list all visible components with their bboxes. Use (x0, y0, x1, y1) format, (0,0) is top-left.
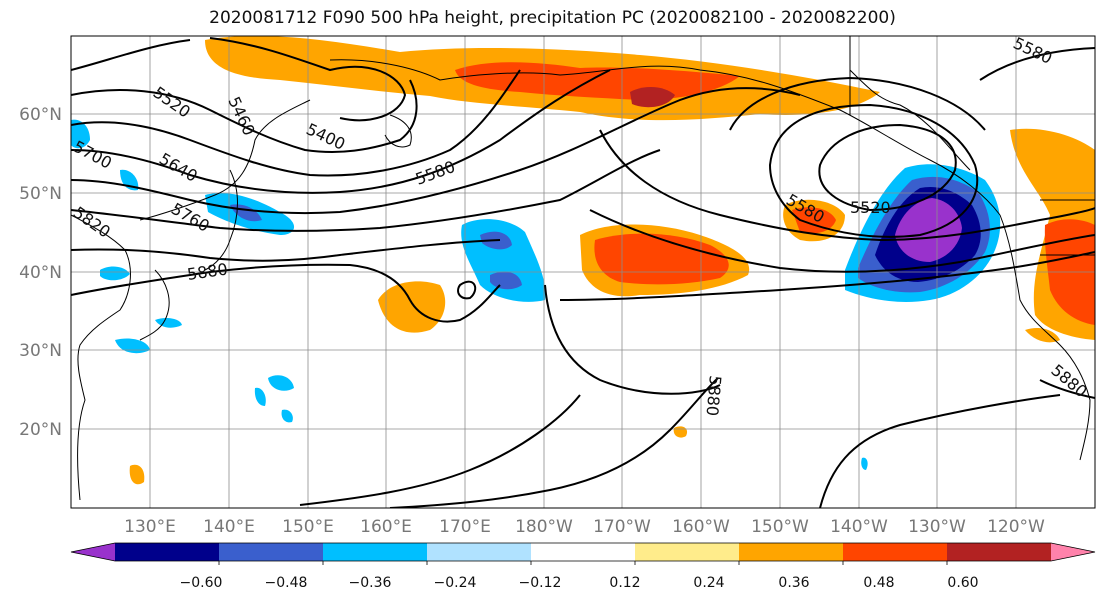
contour-label: 5520 (850, 198, 891, 217)
colorbar-label: −0.36 (349, 575, 392, 591)
colorbar-label: −0.12 (519, 575, 562, 591)
lon-labels: 130°E 140°E 150°E 160°E 170°E 180°W 170°… (124, 517, 1045, 537)
colorbar-label: 0.12 (609, 575, 640, 591)
colorbar-label: 0.60 (947, 575, 978, 591)
lon-label: 160°W (672, 517, 730, 537)
colorbar-label: 0.48 (863, 575, 894, 591)
lat-label: 60°N (19, 105, 62, 125)
colorbar-segment (947, 543, 1052, 561)
colorbar-extend-max (1051, 543, 1095, 561)
lon-label: 150°E (282, 517, 334, 537)
lon-label: 150°W (751, 517, 809, 537)
map-title: 2020081712 F090 500 hPa height, precipit… (209, 8, 896, 28)
colorbar-label: −0.24 (434, 575, 477, 591)
lat-label: 20°N (19, 420, 62, 440)
lat-label: 30°N (19, 341, 62, 361)
colorbar-label: −0.60 (180, 575, 223, 591)
lon-label: 180°W (515, 517, 573, 537)
colorbar-segment (115, 543, 220, 561)
colorbar-label: 0.36 (778, 575, 809, 591)
lon-label: 130°E (124, 517, 176, 537)
colorbar-segment (531, 543, 636, 561)
colorbar-extend-min (71, 543, 115, 561)
lon-label: 170°W (593, 517, 651, 537)
colorbar-label: 0.24 (693, 575, 724, 591)
colorbar-segment (635, 543, 740, 561)
colorbar-segment (323, 543, 428, 561)
colorbar-segment (219, 543, 324, 561)
lat-label: 40°N (19, 263, 62, 283)
lon-label: 140°E (203, 517, 255, 537)
colorbar-labels: −0.60 −0.48 −0.36 −0.24 −0.12 0.12 0.24 … (180, 575, 979, 591)
colorbar-segment (739, 543, 844, 561)
lon-label: 140°W (830, 517, 888, 537)
lon-label: 160°E (360, 517, 412, 537)
lon-label: 130°W (908, 517, 966, 537)
map-panel: 5520 5460 5400 5580 5640 5700 5760 5820 … (71, 36, 1095, 508)
lat-labels: 60°N 50°N 40°N 30°N 20°N (19, 105, 62, 440)
contour-label: 5880 (702, 375, 724, 417)
lat-label: 50°N (19, 184, 62, 204)
colorbar-segment (843, 543, 948, 561)
map-frame (70, 35, 1096, 509)
colorbar-outline (70, 542, 1096, 562)
height-contours (71, 37, 1095, 508)
colorbar-segment (427, 543, 532, 561)
lon-label: 120°W (987, 517, 1045, 537)
coastlines (71, 36, 1095, 501)
lon-label: 170°E (439, 517, 491, 537)
colorbar-label: −0.48 (265, 575, 308, 591)
colorbar (70, 542, 1096, 565)
